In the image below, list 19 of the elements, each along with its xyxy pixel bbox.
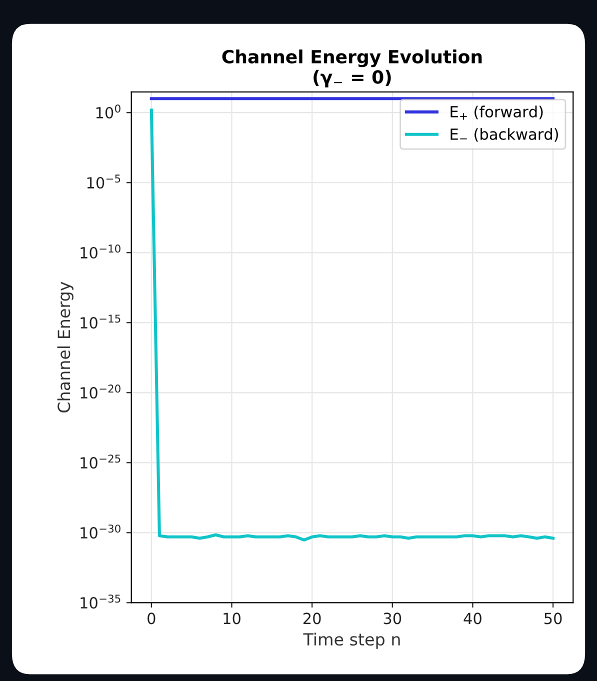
y-tick-label: 10$^{−35}$ xyxy=(80,594,120,609)
y-tick-label: 10$^{−20}$ xyxy=(80,384,120,399)
x-tick-label: 40 xyxy=(464,612,482,624)
chart-title: Channel Energy Evolution (γ$_{−}$ = 0) xyxy=(222,50,482,88)
y-tick-label: 10$^{−25}$ xyxy=(80,454,120,469)
x-tick-label: 20 xyxy=(303,612,321,624)
legend-label: E$_{−}$ (backward) xyxy=(450,128,558,142)
y-tick-label: 10$^{−10}$ xyxy=(80,244,120,259)
x-tick-label: 50 xyxy=(544,612,562,624)
x-tick-label: 0 xyxy=(148,612,156,624)
y-tick-label: 10$^{−5}$ xyxy=(87,174,120,189)
legend-label: E$_{+}$ (forward) xyxy=(450,106,543,120)
y-tick-label: 10$^{0}$ xyxy=(96,104,120,119)
y-tick-label: 10$^{−30}$ xyxy=(80,524,120,539)
x-tick-label: 10 xyxy=(224,612,240,624)
x-tick-label: 30 xyxy=(384,612,402,624)
y-tick-label: 10$^{−15}$ xyxy=(80,314,120,329)
y-axis-title: Channel Energy xyxy=(57,282,74,412)
x-axis-title: Time step n xyxy=(303,632,400,649)
